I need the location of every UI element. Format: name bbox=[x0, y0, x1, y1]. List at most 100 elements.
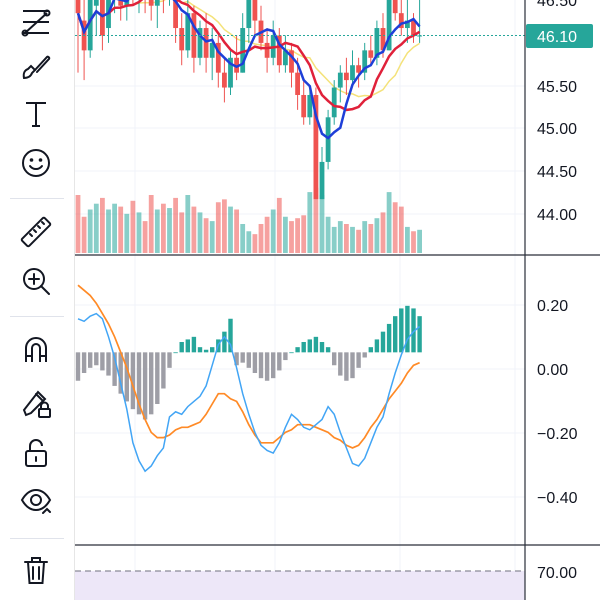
histogram-bar bbox=[313, 336, 319, 353]
histogram-bar bbox=[411, 308, 416, 353]
histogram-bar bbox=[344, 352, 349, 381]
candle-body bbox=[191, 13, 197, 58]
volume-bar bbox=[276, 197, 282, 253]
y-tick-label: 46.50 bbox=[537, 0, 577, 10]
volume-bar bbox=[405, 226, 410, 253]
volume-bar bbox=[392, 202, 398, 253]
histogram-bar bbox=[283, 352, 288, 361]
volume-bar bbox=[283, 216, 288, 253]
candle-body bbox=[240, 28, 246, 73]
histogram-bar bbox=[75, 352, 81, 381]
candle-body bbox=[173, 0, 178, 29]
volume-bar bbox=[215, 202, 221, 253]
stock-chart[interactable]: 46.50 45.50 45.00 44.50 44.00 46.10 0.20… bbox=[75, 0, 600, 600]
y-tick-label: 44.00 bbox=[537, 207, 577, 224]
volume-bar bbox=[185, 195, 191, 253]
histogram-bar bbox=[124, 352, 129, 402]
volume-bar bbox=[289, 221, 294, 253]
histogram-bar bbox=[368, 347, 373, 353]
candle-body bbox=[411, 20, 416, 36]
candle-body bbox=[228, 57, 233, 88]
eye-icon[interactable] bbox=[12, 478, 60, 522]
candle-body bbox=[350, 65, 355, 81]
y-tick-label: 45.00 bbox=[537, 121, 577, 138]
histogram-bar bbox=[130, 352, 136, 410]
lock-drawings-icon[interactable] bbox=[12, 380, 60, 424]
candle-body bbox=[374, 28, 380, 58]
histogram-bar bbox=[240, 352, 245, 363]
candle-body bbox=[246, 0, 252, 29]
macd-line bbox=[77, 312, 421, 473]
brush-icon[interactable] bbox=[12, 44, 60, 88]
text-icon[interactable] bbox=[12, 92, 60, 136]
volume-bar bbox=[124, 213, 130, 253]
volume-bar bbox=[112, 203, 117, 253]
candle-body bbox=[295, 72, 300, 95]
histogram-bar bbox=[246, 352, 251, 368]
histogram-bar bbox=[386, 323, 392, 353]
zoom-in-icon[interactable] bbox=[12, 259, 60, 303]
volume-bar bbox=[173, 197, 178, 253]
candle-body bbox=[234, 57, 239, 73]
volume-bar bbox=[368, 224, 374, 253]
candle-body bbox=[203, 28, 209, 58]
toolbar-divider bbox=[10, 316, 64, 317]
histogram-bar bbox=[277, 352, 282, 371]
histogram-bar bbox=[167, 352, 172, 368]
y-tick-label: 44.50 bbox=[537, 164, 577, 181]
volume-bar bbox=[148, 195, 154, 253]
histogram-bar bbox=[210, 347, 215, 353]
histogram-bar bbox=[228, 318, 233, 353]
volume-bar bbox=[130, 200, 136, 253]
volume-bar bbox=[246, 231, 252, 253]
trash-icon[interactable] bbox=[12, 548, 60, 592]
histogram-bar bbox=[301, 342, 306, 353]
histogram-bar bbox=[149, 352, 154, 415]
volume-bar bbox=[167, 208, 172, 253]
volume-bar bbox=[380, 212, 386, 253]
volume-bar bbox=[417, 229, 422, 253]
candle-body bbox=[75, 0, 81, 14]
volume-bar bbox=[344, 224, 349, 253]
drawing-toolbar bbox=[0, 0, 75, 600]
volume-bar bbox=[295, 218, 300, 253]
volume-bar bbox=[100, 197, 105, 253]
volume-bar bbox=[154, 209, 160, 253]
volume-bar bbox=[337, 221, 343, 253]
histogram-bar bbox=[399, 308, 404, 353]
emoji-icon[interactable] bbox=[12, 141, 60, 185]
candle-body bbox=[87, 0, 93, 51]
candle-body bbox=[392, 0, 398, 14]
ma-fast-line bbox=[76, 0, 421, 140]
candle-body bbox=[185, 13, 191, 51]
volume-bars bbox=[75, 187, 422, 253]
candle-body bbox=[209, 42, 215, 58]
unlock-icon[interactable] bbox=[12, 431, 60, 475]
ruler-icon[interactable] bbox=[12, 210, 60, 254]
volume-bar bbox=[411, 231, 416, 253]
volume-bar bbox=[313, 187, 319, 253]
grid-lines bbox=[75, 0, 525, 600]
candle-body bbox=[301, 94, 307, 118]
volume-bar bbox=[270, 209, 276, 253]
volume-bar bbox=[93, 203, 99, 253]
volume-bar bbox=[234, 209, 239, 253]
histogram-bar bbox=[362, 352, 367, 358]
volume-bar bbox=[222, 199, 227, 253]
histogram-bar bbox=[234, 352, 239, 366]
magnet-icon[interactable] bbox=[12, 328, 60, 372]
fib-retracement-icon[interactable] bbox=[12, 0, 60, 44]
volume-bar bbox=[197, 212, 203, 253]
histogram-bar bbox=[94, 352, 99, 366]
candle-body bbox=[337, 72, 343, 88]
volume-bar bbox=[362, 221, 368, 253]
histogram-bar bbox=[295, 347, 300, 353]
volume-bar bbox=[252, 234, 258, 253]
y-tick-label: 45.50 bbox=[537, 79, 577, 96]
volume-bar bbox=[136, 212, 142, 253]
candle-body bbox=[197, 28, 203, 58]
y-tick-label: 0.00 bbox=[537, 362, 568, 379]
candle-body bbox=[307, 94, 313, 118]
candle-body bbox=[356, 65, 361, 73]
volume-bar bbox=[374, 218, 380, 253]
